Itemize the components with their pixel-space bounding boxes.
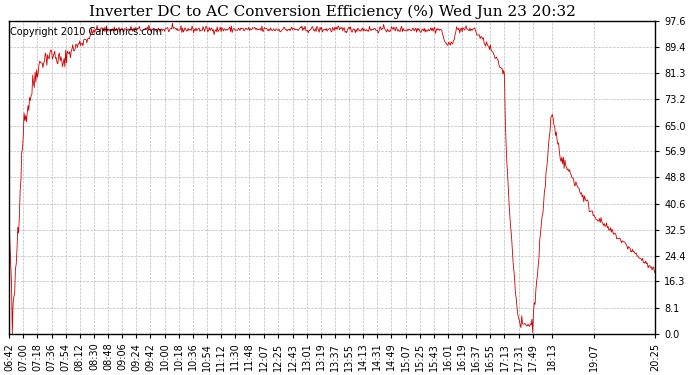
Title: Inverter DC to AC Conversion Efficiency (%) Wed Jun 23 20:32: Inverter DC to AC Conversion Efficiency … bbox=[89, 4, 575, 18]
Text: Copyright 2010 Cartronics.com: Copyright 2010 Cartronics.com bbox=[10, 27, 162, 38]
